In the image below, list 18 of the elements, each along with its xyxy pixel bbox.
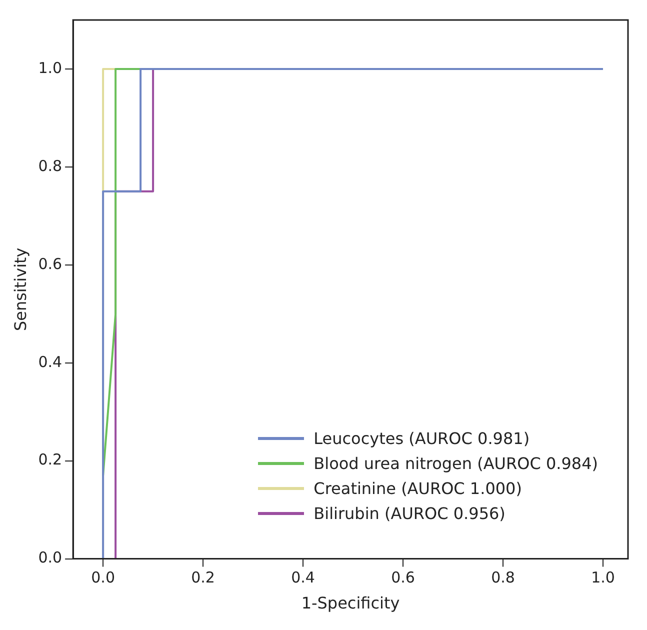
y-tick-label: 1.0: [38, 58, 62, 77]
legend-label: Leucocytes (AUROC 0.981): [314, 429, 530, 448]
x-tick-label: 0.8: [491, 568, 515, 587]
x-tick-label: 0.6: [391, 568, 415, 587]
x-tick-label: 0.2: [191, 568, 215, 587]
x-tick-label: 1.0: [591, 568, 615, 587]
y-tick-label: 0.0: [38, 548, 62, 567]
y-tick-label: 0.4: [38, 352, 62, 371]
x-axis-title: 1-Specificity: [301, 594, 400, 613]
legend-label: Blood urea nitrogen (AUROC 0.984): [314, 454, 598, 473]
x-tick-label: 0.0: [91, 568, 115, 587]
y-axis-title: Sensitivity: [10, 248, 30, 332]
y-tick-label: 0.8: [38, 156, 62, 175]
y-tick-label: 0.6: [38, 254, 62, 273]
legend-label: Bilirubin (AUROC 0.956): [314, 504, 506, 523]
legend-label: Creatinine (AUROC 1.000): [314, 479, 522, 498]
x-tick-label: 0.4: [291, 568, 315, 587]
y-tick-label: 0.2: [38, 450, 62, 469]
